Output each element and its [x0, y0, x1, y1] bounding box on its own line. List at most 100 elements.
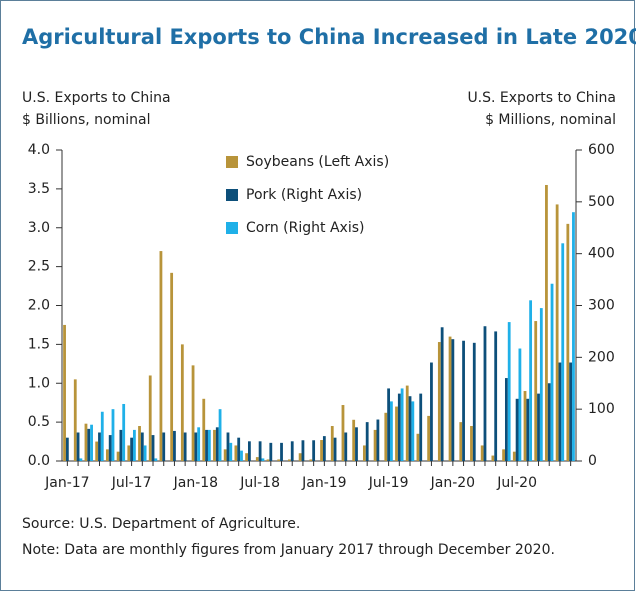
bar	[202, 398, 206, 461]
bar	[247, 441, 251, 461]
bar	[240, 450, 243, 461]
x-tick-label: Jul-19	[368, 475, 409, 491]
y2-tick-label: 600	[588, 142, 615, 158]
x-tick-label: Jan-20	[430, 475, 475, 491]
bar	[470, 426, 473, 461]
bar	[534, 321, 538, 461]
bar	[290, 441, 294, 461]
y2-axis-label: U.S. Exports to China $ Millions, nominal	[467, 90, 616, 128]
bar	[245, 453, 248, 461]
y-tick-label: 3.0	[28, 220, 50, 236]
bar	[397, 393, 401, 461]
bar	[462, 340, 465, 461]
bar	[180, 344, 184, 461]
bar	[507, 322, 511, 461]
bar	[572, 212, 575, 461]
bar	[561, 243, 565, 461]
bar	[451, 339, 455, 461]
bar	[322, 436, 326, 461]
y-tick-label: 4.0	[28, 142, 50, 158]
bar	[419, 393, 423, 461]
bar	[116, 451, 120, 461]
bar	[133, 429, 136, 461]
bar	[143, 445, 147, 461]
bar	[330, 426, 334, 461]
bar	[95, 441, 99, 461]
bar	[480, 445, 484, 461]
bar	[569, 362, 573, 461]
bar	[427, 415, 431, 461]
bar	[258, 441, 262, 461]
y2-tick-label: 100	[588, 401, 615, 417]
bar	[183, 432, 187, 461]
bar	[491, 455, 495, 461]
y-tick-label: 3.5	[28, 181, 50, 197]
bar	[255, 457, 259, 461]
bar	[87, 428, 91, 461]
bar	[400, 388, 404, 461]
bar	[555, 204, 559, 462]
bar	[344, 432, 348, 461]
y2-tick-label: 300	[588, 298, 615, 314]
bar	[229, 442, 233, 461]
bar	[411, 401, 415, 461]
legend-label: Soybeans (Left Axis)	[246, 154, 389, 170]
bar	[545, 184, 548, 462]
bar	[333, 437, 337, 461]
bar	[105, 449, 109, 461]
bar	[237, 437, 241, 461]
bar	[408, 396, 412, 461]
bar	[218, 409, 222, 461]
bar	[430, 362, 433, 461]
bar	[504, 378, 508, 461]
bar	[215, 427, 219, 461]
bar	[269, 442, 273, 461]
x-tick-label: Jan-17	[44, 475, 89, 491]
bar	[111, 409, 115, 461]
y-tick-label: 1.5	[28, 336, 50, 352]
y-tick-label: 0.5	[28, 414, 50, 430]
x-tick-label: Jul-17	[111, 475, 152, 491]
source: Source: U.S. Department of Agriculture.	[22, 516, 300, 532]
bar	[127, 445, 131, 461]
y2-tick-label: 0	[588, 453, 597, 469]
bar	[526, 398, 530, 461]
bar	[341, 405, 345, 461]
bar	[309, 459, 313, 461]
y-tick-label: 2.5	[28, 259, 50, 275]
y-tick-label: 1.0	[28, 375, 50, 391]
bar	[288, 459, 291, 461]
bar	[148, 375, 152, 461]
bar	[320, 440, 323, 461]
x-tick-label: Jul-18	[239, 475, 280, 491]
bar	[518, 348, 522, 461]
bar	[298, 453, 302, 461]
note: Note: Data are monthly figures from Janu…	[22, 542, 555, 558]
bar	[277, 459, 281, 461]
bar	[90, 424, 93, 461]
bar	[472, 342, 476, 461]
bar	[154, 458, 158, 461]
bar	[207, 429, 211, 461]
bar	[301, 440, 305, 461]
bar	[162, 432, 166, 461]
bar	[138, 426, 141, 461]
bar	[416, 433, 420, 461]
bar	[387, 388, 391, 461]
bar	[494, 331, 498, 461]
bar	[502, 449, 505, 461]
bar	[362, 445, 366, 461]
y2-tick-label: 200	[588, 349, 615, 365]
y-tick-label: 0.0	[28, 453, 50, 469]
bar	[119, 429, 123, 461]
legend-label: Corn (Right Axis)	[246, 220, 364, 236]
legend-swatch	[226, 156, 238, 168]
bar	[65, 437, 69, 461]
bar	[523, 391, 527, 461]
legend-swatch	[226, 189, 238, 201]
bar	[390, 401, 393, 461]
bar	[98, 432, 101, 461]
bar	[191, 365, 195, 461]
bar	[100, 411, 104, 461]
